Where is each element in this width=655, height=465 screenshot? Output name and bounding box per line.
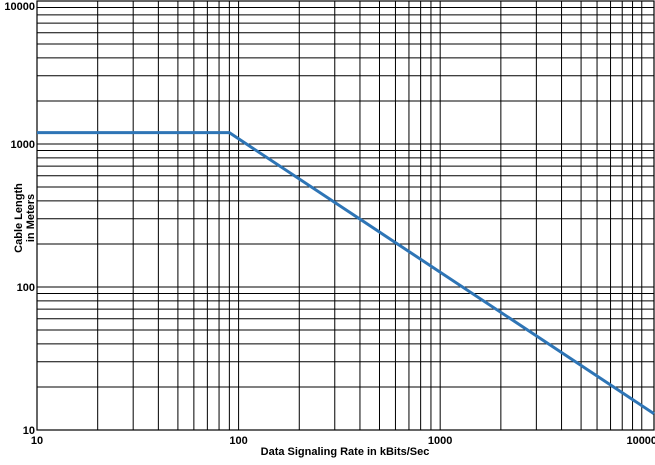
grid-layer	[36, 0, 655, 431]
x-tick-label: 100	[229, 435, 247, 447]
x-axis-label: Data Signaling Rate in kBits/Sec	[261, 446, 430, 458]
y-axis-label-line-1: Cable Length	[13, 183, 25, 253]
series-layer	[37, 131, 655, 415]
y-axis-label-line-2: in Meters	[25, 194, 37, 242]
series-line	[37, 131, 655, 415]
y-tick-label: 10000	[4, 1, 35, 13]
x-tick-label: 1000	[428, 435, 452, 447]
plot-border	[36, 0, 655, 431]
tick-label-layer: 10 100 1000 10000 10 100 1000 10000	[4, 1, 655, 447]
axis-label-layer: Data Signaling Rate in kBits/Sec Cable L…	[13, 183, 429, 458]
y-tick-label: 10	[23, 425, 35, 437]
y-tick-label: 100	[17, 282, 35, 294]
y-tick-label: 1000	[11, 139, 35, 151]
x-tick-label: 10000	[626, 435, 655, 447]
x-tick-label: 10	[31, 435, 43, 447]
